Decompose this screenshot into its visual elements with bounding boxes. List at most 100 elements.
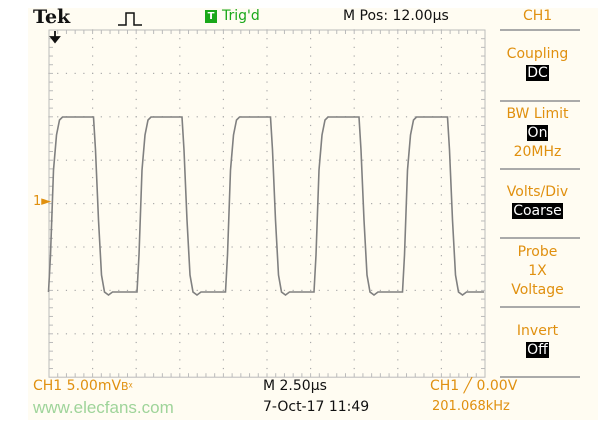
grid-dot [92,46,94,48]
grid-dot [135,46,137,48]
grid-dot [371,333,373,335]
grid-dot [222,333,224,335]
grid-dot [440,81,442,83]
grid-dot [135,229,137,231]
grid-dot [222,150,224,153]
grid-dot [214,116,216,118]
grid-dot [170,203,172,205]
grid-dot [353,229,355,231]
grid-dot [222,98,224,101]
grid-dot [179,159,181,161]
grid-dot [92,255,94,257]
grid-dot [179,359,181,361]
grid-dot [353,38,355,40]
grid-dot [371,116,373,118]
grid-dot [379,333,381,335]
grid-dot [83,333,85,335]
grid-dot [135,289,137,291]
grid-dot [310,72,312,74]
menu-probe[interactable]: Probe 1X Voltage [495,243,580,300]
grid-dot [214,289,216,291]
grid-dot [318,289,320,291]
menu-volts-div[interactable]: Volts/Div Coarse [495,183,580,221]
grid-dot [388,72,390,74]
grid-dot [397,98,399,101]
grid-dot [336,289,338,291]
grid-dot [153,246,155,248]
menu-bw-limit[interactable]: BW Limit On 20MHz [495,105,580,162]
grid-dot [397,116,399,118]
menu-value: On [526,125,549,141]
grid-dot [275,72,277,74]
grid-dot [440,272,442,274]
grid-dot [214,333,216,335]
grid-dot [353,246,355,248]
grid-dot [405,72,408,74]
grid-dot [310,298,312,300]
grid-dot [126,333,129,335]
grid-dot [397,298,399,300]
grid-dot [179,46,181,48]
menu-coupling[interactable]: Coupling DC [495,45,580,83]
grid-dot [153,72,155,74]
grid-dot [144,246,146,248]
grid-dot [126,159,129,161]
menu-invert[interactable]: Invert Off [495,322,580,360]
grid-dot [161,159,163,161]
grid-dot [353,263,355,265]
grid-dot [266,168,268,170]
grid-dot [353,64,355,66]
menu-title: CH1 [523,8,553,24]
grid-dot [475,246,477,248]
grid-dot [74,203,76,205]
ch1-scale-text: CH1 5.00mV [33,378,122,394]
grid-dot [266,133,268,135]
grid-dot [179,237,181,239]
grid-dot [83,289,85,291]
grid-dot [414,203,416,205]
grid-dot [161,333,163,335]
grid-dot [179,289,181,291]
grid-dot [397,350,399,352]
grid-dot [257,159,259,161]
grid-dot [92,298,94,300]
grid-dot [135,298,137,300]
grid-dot [336,333,338,335]
grid-dot [144,333,146,335]
grid-dot [179,90,181,92]
grid-dot [92,246,94,248]
grid-dot [466,246,469,248]
grid-dot [440,263,442,265]
grid-dot [135,341,137,344]
menu-value: 1X [528,263,547,279]
grid-dot [266,324,268,326]
grid-dot [257,289,259,291]
grid-dot [449,246,451,248]
grid-dot [161,289,163,291]
grid-dot [135,38,137,40]
grid-dot [179,367,181,370]
grid-dot [57,246,59,248]
grid-dot [397,255,399,257]
grid-dot [170,333,172,335]
grid-dot [135,176,137,179]
grid-dot [161,246,163,248]
grid-dot [92,324,94,326]
grid-dot [179,142,181,144]
grid-dot [92,341,94,344]
grid-dot [92,72,94,74]
grid-dot [266,38,268,40]
grid-dot [327,333,329,335]
grid-dot [135,185,137,187]
grid-dot [135,359,137,361]
grid-dot [92,359,94,361]
grid-dot [440,333,442,335]
grid-dot [353,107,355,109]
grid-dot [179,220,181,222]
grid-dot [283,203,286,205]
grid-dot [222,55,224,57]
grid-dot [65,289,68,291]
bw-limit-mark: Bᵡ [121,380,133,393]
grid-dot [109,72,111,74]
grid-dot [170,72,172,74]
